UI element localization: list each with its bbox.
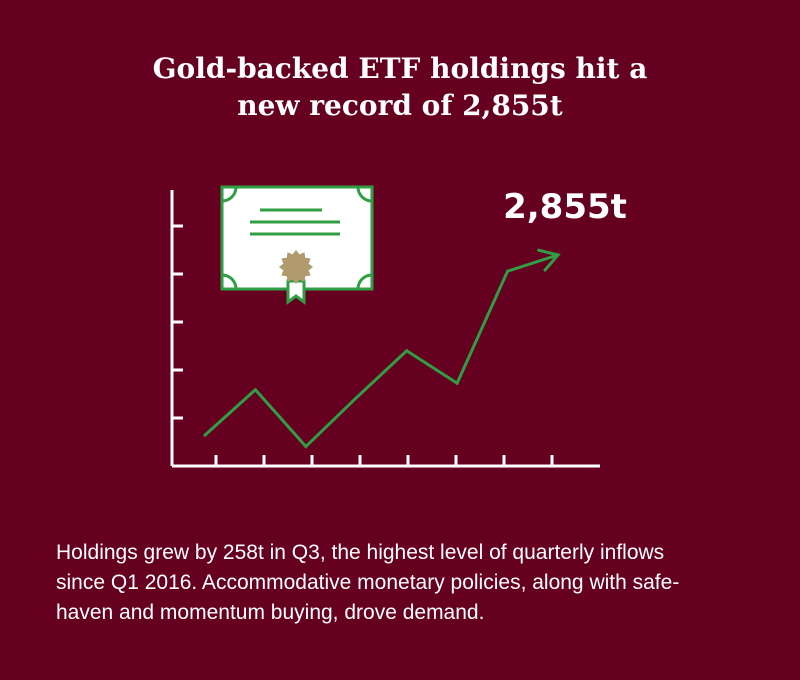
certificate-corner-top-left xyxy=(221,186,238,203)
caption: Holdings grew by 258t in Q3, the highest… xyxy=(56,538,756,628)
caption-line-3: haven and momentum buying, drove demand. xyxy=(56,601,485,624)
axis-ticks xyxy=(172,224,554,466)
chart-axes xyxy=(170,190,600,468)
data-point xyxy=(203,433,207,437)
caption-line-2: since Q1 2016. Accommodative monetary po… xyxy=(56,571,680,594)
data-point xyxy=(354,396,358,400)
data-point xyxy=(506,269,510,273)
ribbon-icon xyxy=(286,279,306,305)
certificate-corner-bottom-left xyxy=(221,273,238,290)
data-point xyxy=(556,253,560,257)
certificate-corner-bottom-right xyxy=(356,273,373,290)
certificate-corner-top-right xyxy=(356,186,373,203)
seal-icon xyxy=(279,250,313,284)
series-line xyxy=(203,253,560,449)
data-point xyxy=(455,381,459,385)
chart-title-line-2: new record of 2,855t xyxy=(237,89,563,122)
data-point xyxy=(304,445,308,449)
value-annotation: 2,855t xyxy=(503,187,627,227)
data-point xyxy=(253,388,257,392)
data-point xyxy=(405,349,409,353)
data-points xyxy=(203,253,560,449)
certificate-icon xyxy=(220,185,374,305)
chart-title: Gold-backed ETF holdings hit a new recor… xyxy=(0,50,800,124)
chart-title-line-1: Gold-backed ETF holdings hit a xyxy=(152,52,648,85)
caption-line-1: Holdings grew by 258t in Q3, the highest… xyxy=(56,541,665,564)
